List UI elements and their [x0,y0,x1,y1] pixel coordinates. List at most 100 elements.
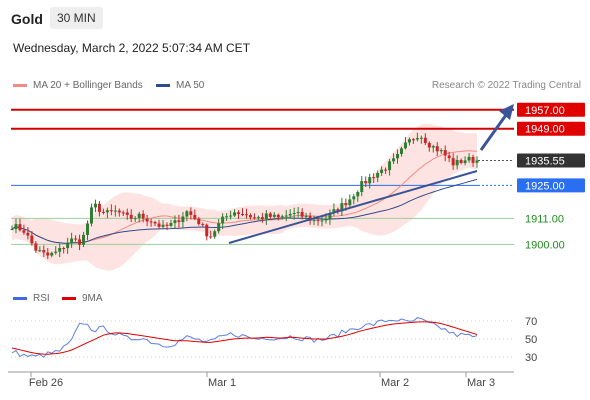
candle-body [137,213,141,219]
interval-selector[interactable]: 30 MIN [50,7,103,29]
x-tick-label: Mar 1 [208,377,236,389]
candle-body [316,220,320,222]
candle-body [411,139,415,141]
candle-body [380,169,384,174]
rsi-tick-30: 30 [525,352,537,364]
candle-body [217,223,221,232]
candle-body [54,251,58,253]
candle-body [109,210,113,212]
candle-body [125,212,129,215]
candle-body [221,216,225,224]
x-tick-label: Mar 2 [381,377,409,389]
legend-ma-bb: MA 20 + Bollinger Bands [13,80,143,91]
candle-body [145,218,149,222]
ma9-swatch [62,297,76,300]
candle-body [121,212,125,214]
candle-body [42,250,46,253]
candle-body [256,217,260,219]
candle-body [26,232,30,236]
candle-body [153,222,157,224]
candle-body [348,199,352,206]
candle-body [312,220,316,222]
candle-body [403,142,407,149]
legend-rsi-label: RSI [33,293,50,304]
candle-body [113,210,117,212]
candle-body [340,203,344,212]
candle-body [352,196,356,200]
legend-9ma-label: 9MA [82,293,103,304]
chart-header: Gold 30 MIN [0,0,590,38]
level-1957-00-box [517,102,585,117]
candle-body [34,243,38,251]
legend-9ma: 9MA [62,293,103,304]
candle-body [392,158,396,162]
candle-body [129,214,133,219]
candle-body [101,211,105,213]
candle-body [427,142,431,148]
candle-body [193,214,197,219]
candle-body [62,248,66,250]
datetime-label: Wednesday, March 2, 2022 5:07:34 AM CET [13,41,251,55]
candle-body [50,252,54,256]
candle-body [423,137,427,143]
level-1957-00-label: 1957.00 [525,105,565,117]
candle-body [419,137,423,139]
candle-body [70,238,74,244]
level-1900-00-label: 1900.00 [525,239,565,251]
candle-body [288,213,292,216]
candle-body [439,150,443,152]
candle-body [320,220,324,222]
candle-body [455,160,459,166]
candle-body [133,218,137,220]
candle-body [117,210,121,213]
candle-body [209,236,213,238]
candle-body [161,224,165,227]
rsi-tick-50: 50 [525,334,537,346]
candle-body [225,216,229,218]
candle-body [463,160,467,164]
candle-body [22,230,26,233]
candle-body [38,250,42,252]
candle-body [415,138,419,140]
candle-body [388,161,392,171]
candle-body [447,155,451,159]
candle-body [157,223,161,227]
legend-ma50: MA 50 [156,80,204,91]
candle-body [407,139,411,143]
candle-body [141,213,145,219]
legend-rsi: RSI [13,293,50,304]
candle-body [201,224,205,226]
candle-body [105,210,109,213]
candle-body [241,214,245,216]
candle-body [336,209,340,212]
candle-body [360,181,364,192]
candle-body [93,203,97,208]
candle-body [372,177,376,179]
candle-body [431,146,435,148]
candle-body [396,153,400,159]
candle-body [467,156,471,161]
projection-arrow-shaft [479,114,508,151]
candle-body [264,213,268,220]
candle-body [205,224,209,237]
candle-body [237,212,241,215]
candle-body [10,229,14,231]
candle-body [74,238,78,240]
ma-bb-swatch [13,84,27,87]
candle-body [97,203,101,212]
candle-body [185,211,189,217]
level-1935-55-box [517,153,585,168]
candle-body [213,231,217,237]
candle-body [86,223,90,235]
candle-body [304,215,308,217]
candle-body [399,148,403,154]
instrument-title: Gold [11,11,43,27]
candle-body [46,252,50,256]
candle-body [384,169,388,171]
candle-body [276,214,280,218]
candle-body [165,224,169,226]
bollinger-band [12,123,477,271]
candle-body [376,173,380,178]
candle-body [244,214,248,216]
